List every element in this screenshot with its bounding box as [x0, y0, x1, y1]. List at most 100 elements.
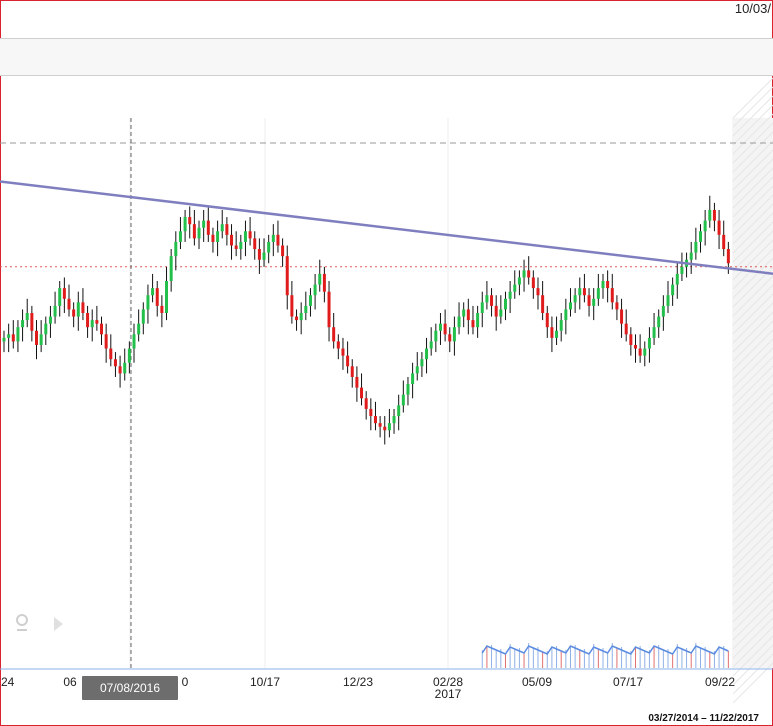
- candle-body: [127, 348, 131, 363]
- candle-body: [420, 359, 424, 367]
- hatch-line: [732, 329, 773, 371]
- hatch-line: [732, 428, 773, 470]
- candle-body: [53, 305, 57, 317]
- candle-body: [448, 334, 452, 342]
- candle-body: [578, 288, 582, 296]
- hatch-line: [732, 374, 773, 416]
- candle-body: [522, 270, 526, 278]
- candle-body: [100, 323, 104, 335]
- candle-body: [466, 309, 470, 321]
- x-tick-label: 06: [63, 675, 77, 689]
- hatch-line: [732, 437, 773, 479]
- hatch-line: [732, 212, 773, 254]
- candle-body: [671, 284, 675, 296]
- cursor-date-label: 07/08/2016: [82, 676, 178, 700]
- candle-body: [457, 316, 461, 328]
- play-icon[interactable]: [54, 617, 63, 631]
- candle-body: [118, 366, 122, 374]
- candle-body: [587, 295, 591, 306]
- candle-body: [160, 305, 164, 313]
- candle-body: [44, 323, 48, 335]
- candle-body: [383, 426, 387, 431]
- candle-body: [712, 209, 716, 221]
- candle-body: [192, 224, 196, 239]
- future-area: [732, 77, 773, 704]
- candle-body: [592, 298, 596, 306]
- hatch-line: [732, 536, 773, 578]
- candle-body: [559, 320, 563, 331]
- candle-body: [137, 323, 141, 335]
- hatch-line: [732, 572, 773, 614]
- candle-body: [624, 323, 628, 335]
- candle-body: [545, 313, 549, 328]
- candle-body: [647, 337, 651, 349]
- x-year-label: 2017: [435, 687, 462, 701]
- candle-body: [58, 288, 62, 306]
- candle-body: [202, 220, 206, 228]
- hatch-line: [732, 158, 773, 200]
- candle-body: [155, 288, 159, 306]
- candle-body: [151, 288, 155, 296]
- hatch-line: [732, 500, 773, 542]
- candle-body: [573, 295, 577, 303]
- candle-body: [225, 224, 229, 235]
- candle-body: [643, 348, 647, 356]
- candle-body: [197, 227, 201, 239]
- candle-body: [541, 295, 545, 313]
- candle-body: [610, 288, 614, 303]
- hatch-line: [732, 113, 773, 155]
- candle-body: [675, 273, 679, 285]
- candle-body: [7, 334, 11, 338]
- hatch-line: [732, 563, 773, 605]
- candle-body: [708, 209, 712, 221]
- x-tick-label: 0: [182, 675, 189, 689]
- candle-body: [271, 234, 275, 242]
- candle-body: [531, 277, 535, 289]
- candle-body: [81, 302, 85, 313]
- candle-body: [104, 334, 108, 349]
- hatch-line: [732, 518, 773, 560]
- candle-body: [425, 348, 429, 360]
- candle-body: [490, 295, 494, 306]
- hatch-line: [732, 248, 773, 290]
- candle-body: [132, 334, 136, 349]
- candle-body: [615, 302, 619, 310]
- candle-body: [165, 281, 169, 313]
- candle-body: [206, 220, 210, 235]
- hatch-line: [732, 446, 773, 488]
- hatch-line: [732, 653, 773, 695]
- candle-body: [411, 373, 415, 385]
- candle-body: [141, 309, 145, 324]
- hatch-line: [732, 392, 773, 434]
- candle-body: [35, 330, 39, 345]
- candle-body: [629, 334, 633, 345]
- trendline[interactable]: [0, 180, 773, 275]
- candle-body: [582, 288, 586, 296]
- candle-body: [471, 320, 475, 328]
- hatch-line: [732, 473, 773, 515]
- hatch-line: [732, 311, 773, 353]
- hatch-line: [732, 104, 773, 146]
- hatch-line: [732, 356, 773, 398]
- candle-body: [285, 256, 289, 296]
- candle-body: [601, 281, 605, 289]
- candle-body: [452, 327, 456, 342]
- candle-body: [113, 359, 117, 367]
- candle-body: [304, 305, 308, 313]
- candle-body: [661, 305, 665, 317]
- candle-body: [462, 309, 466, 317]
- zoom-icon[interactable]: [16, 614, 28, 631]
- candle-body: [109, 348, 113, 360]
- candle-body: [21, 320, 25, 328]
- hatch-line: [732, 221, 773, 263]
- hatch-line: [732, 644, 773, 686]
- candle-body: [336, 341, 340, 349]
- candle-body: [517, 277, 521, 285]
- grid: [129, 118, 734, 668]
- hatch-line: [732, 509, 773, 551]
- candle-body: [220, 224, 224, 232]
- hatch-line: [732, 293, 773, 335]
- candle-body: [596, 288, 600, 299]
- candle-body: [564, 309, 568, 321]
